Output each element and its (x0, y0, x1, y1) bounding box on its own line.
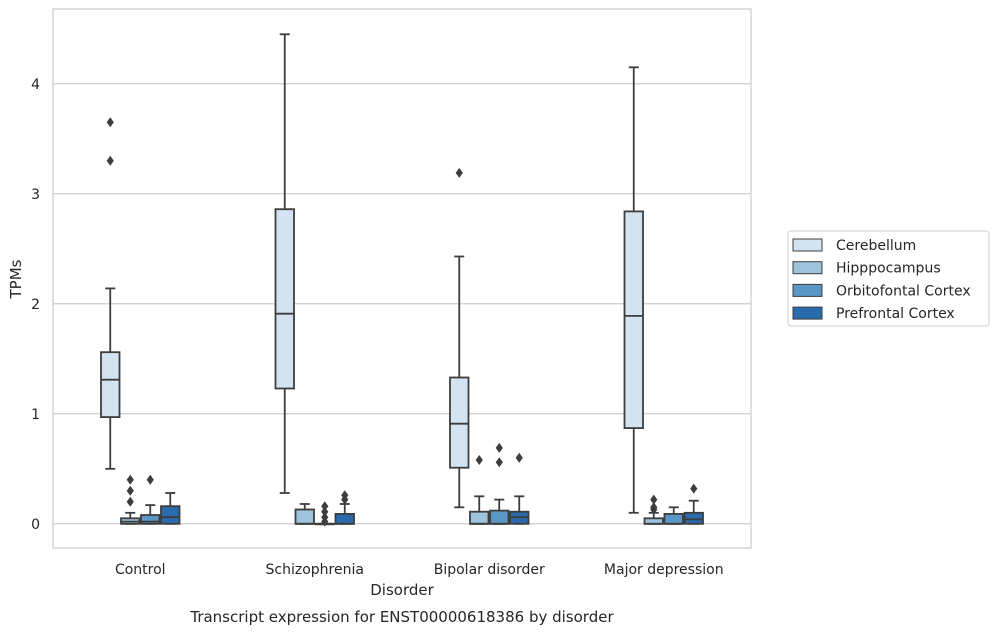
box-cerebellum (623, 66, 644, 514)
legend-label: Hipppocampus (836, 261, 941, 277)
outlier-marker (106, 155, 114, 166)
outlier-marker (321, 501, 329, 512)
box-hipppocampus (643, 494, 664, 525)
y-tick-label: 1 (31, 407, 40, 423)
y-tick-label: 4 (31, 77, 40, 93)
box-body (663, 513, 684, 525)
x-axis-label: Disorder (370, 581, 434, 599)
box-body (294, 508, 315, 525)
outlier-marker (146, 474, 154, 485)
outlier-marker (515, 452, 523, 463)
box-body (449, 376, 470, 469)
box-body (100, 351, 121, 419)
box-cerebellum (274, 33, 295, 494)
outlier-marker (126, 496, 134, 507)
outlier-marker (321, 506, 329, 517)
box-body (469, 510, 490, 525)
legend-label: Prefrontal Cortex (836, 306, 955, 322)
x-tick-label: Major depression (604, 562, 724, 578)
outlier-marker (475, 455, 483, 465)
outlier-marker (650, 502, 658, 513)
box-body (140, 514, 161, 525)
y-axis-label: TPMs (7, 259, 25, 299)
legend-swatch (792, 238, 823, 252)
boxes (100, 33, 704, 527)
box-body (489, 509, 510, 525)
outlier-marker (495, 457, 503, 468)
box-hipppocampus (294, 503, 315, 525)
y-tick-label: 2 (31, 297, 40, 313)
box-orbitofontal-cortex (663, 506, 684, 525)
box-cerebellum (449, 167, 470, 509)
outlier-marker (106, 117, 114, 128)
y-tick-label: 3 (31, 187, 40, 203)
box-body (274, 208, 295, 390)
box-hipppocampus (469, 455, 490, 525)
box-body (334, 513, 355, 525)
outlier-marker (126, 474, 134, 485)
outlier-marker (650, 494, 658, 505)
outlier-marker (341, 490, 349, 501)
plot-frame (52, 8, 752, 549)
box-prefrontal-cortex (509, 452, 530, 525)
y-axis-ticks: 0 1 2 3 4 (31, 77, 40, 533)
legend-label: Cerebellum (836, 238, 916, 254)
outlier-marker (495, 442, 503, 453)
box-cerebellum (100, 117, 121, 470)
y-tick-label: 0 (31, 517, 40, 533)
box-body (683, 511, 704, 525)
box-orbitofontal-cortex (489, 442, 510, 525)
box-orbitofontal-cortex (314, 501, 335, 527)
box-prefrontal-cortex (683, 483, 704, 525)
box-hipppocampus (120, 474, 141, 525)
box-body (160, 505, 181, 525)
x-tick-label: Control (115, 562, 166, 578)
legend-label: Orbitofontal Cortex (836, 283, 971, 299)
outlier-marker (321, 512, 329, 523)
legend: Cerebellum Hipppocampus Orbitofontal Corte… (787, 230, 990, 327)
legend-swatch (792, 283, 823, 297)
box-body (623, 210, 644, 429)
x-axis-ticks: Control Schizophrenia Bipolar disorder Majo… (115, 562, 724, 578)
box-prefrontal-cortex (160, 492, 181, 525)
outlier-marker (455, 167, 463, 178)
legend-swatch (792, 306, 823, 320)
box-prefrontal-cortex (334, 490, 355, 525)
outlier-marker (690, 483, 698, 494)
legend-swatch (792, 261, 823, 275)
box-orbitofontal-cortex (140, 474, 161, 525)
x-tick-label: Schizophrenia (266, 562, 364, 578)
x-tick-label: Bipolar disorder (434, 562, 545, 578)
legend-frame (787, 230, 990, 327)
outlier-marker (126, 485, 134, 496)
grid-lines (53, 83, 751, 525)
chart-title: Transcript expression for ENST0000061838… (189, 608, 614, 626)
